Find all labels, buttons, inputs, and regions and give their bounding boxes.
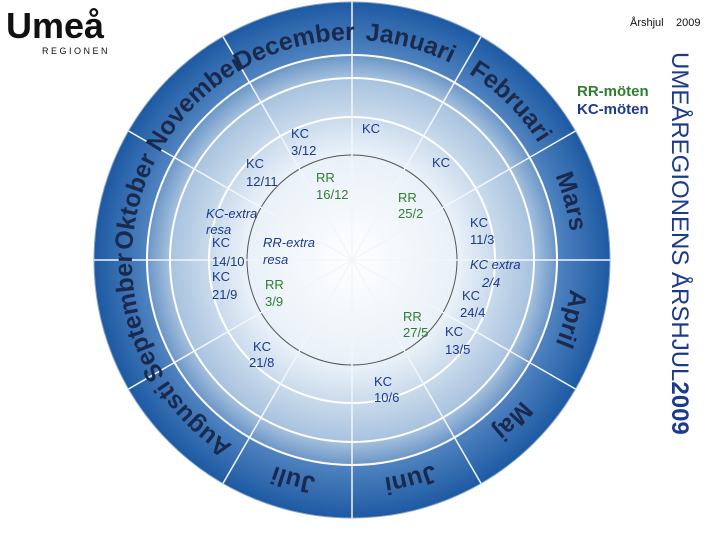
logo-sub: REGIONEN (42, 46, 110, 56)
event-label: RR (316, 170, 335, 185)
event-date: 11/3 (470, 232, 494, 247)
event-date: 25/2 (398, 206, 423, 221)
event-date: resa (206, 222, 231, 237)
spoke (222, 259, 353, 484)
event-label: KC (374, 374, 392, 389)
event-date: 13/5 (445, 342, 470, 357)
event-date: 21/9 (212, 287, 237, 302)
spoke (351, 259, 576, 390)
spoke (128, 130, 353, 261)
event-label: KC (432, 155, 450, 170)
wheel: JanuariFebruariMarsAprilMajJuniJuliAugus… (93, 1, 611, 519)
legend-kc: KC-möten (577, 101, 649, 118)
event-date: 16/12 (316, 187, 349, 202)
side-title: UMEÅREGIONENS ÅRSHJUL2009 (666, 52, 694, 435)
event-date: 21/8 (249, 355, 274, 370)
event-label: KC (470, 215, 488, 230)
legend-rr: RR-möten (577, 83, 649, 100)
spoke (128, 259, 353, 390)
logo-name: Umeå (6, 5, 105, 46)
event-label: KC (291, 126, 309, 141)
spoke (351, 259, 482, 484)
event-label: RR (398, 190, 417, 205)
spoke (351, 130, 576, 261)
event-label: RR (265, 277, 284, 292)
event-label: KC (246, 156, 264, 171)
event-date: 14/10 (212, 254, 245, 269)
event-label: KC (462, 288, 480, 303)
event-date: 24/4 (460, 305, 485, 320)
event-date: 27/5 (403, 325, 428, 340)
event-date: 10/6 (374, 390, 399, 405)
header-year: 2009 (676, 17, 700, 29)
event-label: KC extra (470, 257, 521, 272)
event-label: KC-extra (206, 206, 257, 221)
event-label: KC (362, 121, 380, 136)
event-label: KC (212, 269, 230, 284)
side-title-text: UMEÅREGIONENS ÅRSHJUL (666, 52, 694, 381)
side-title-year: 2009 (666, 381, 693, 434)
event-date: 3/12 (291, 143, 316, 158)
spoke (351, 36, 482, 261)
event-date: 12/11 (246, 174, 278, 189)
event-date: 3/9 (265, 294, 283, 309)
header-title: Årshjul (630, 16, 664, 29)
event-date: 2/4 (481, 275, 500, 290)
event-label: RR (403, 309, 422, 324)
event-label: KC (253, 339, 271, 354)
event-label: RR-extra (263, 235, 315, 250)
event-label: KC (212, 235, 230, 250)
event-label: KC (445, 324, 463, 339)
events: KC 3/12 KC KC 12/11 RR 16/12 KC RR 25/2 … (206, 121, 521, 405)
event-date: resa (263, 252, 288, 267)
spoke (222, 36, 353, 261)
